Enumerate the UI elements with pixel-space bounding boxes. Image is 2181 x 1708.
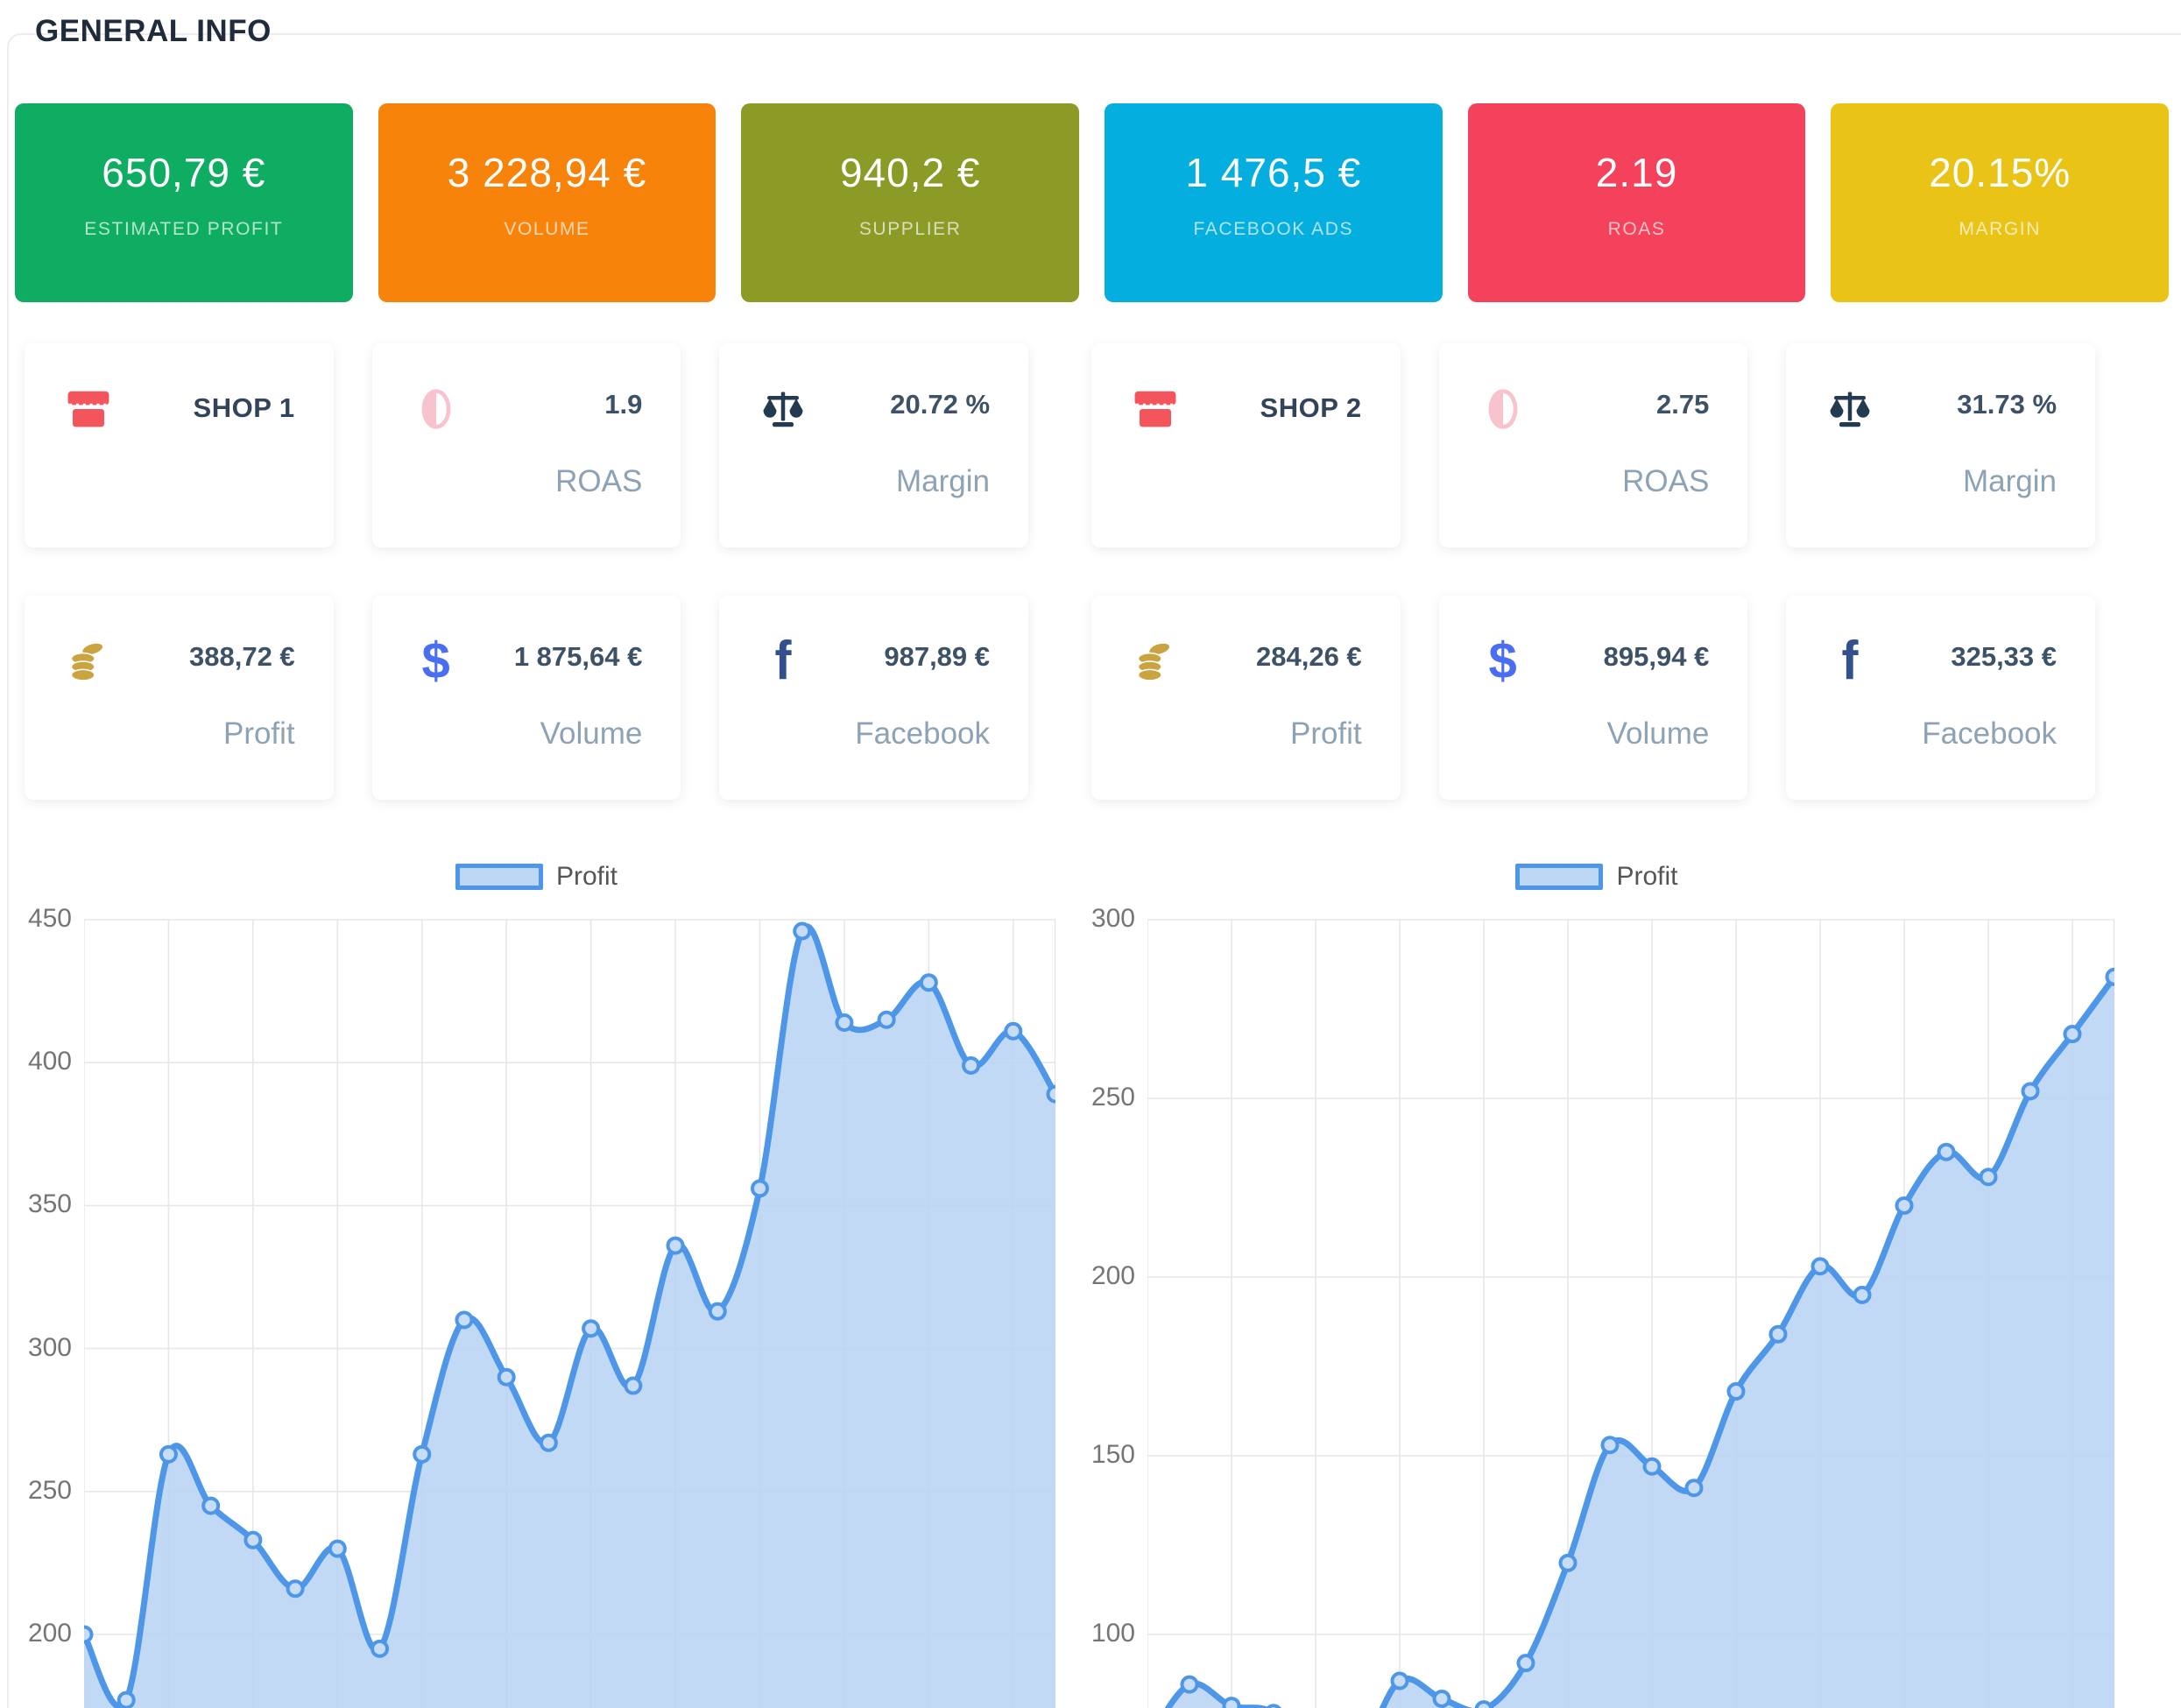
kpi-value: 20.15% (1929, 150, 2072, 195)
stat-value: 2.75 (1656, 389, 1710, 420)
shop2-profit-chart: Profit 300 250 200 150 100 (1079, 845, 2114, 1708)
balance-scale-icon (1828, 387, 1872, 431)
shop1-profit-chart: Profit 450 400 350 300 250 200 (18, 845, 1055, 1708)
legend-label: Profit (555, 862, 618, 891)
profit-area-series (84, 919, 1055, 1708)
kpi-label: FACEBOOK ADS (1193, 219, 1354, 239)
kpi-card-volume: 3 228,94 € VOLUME (378, 103, 716, 302)
shop2-margin-card: 31.73 % Margin (1786, 343, 2096, 547)
chart-canvas[interactable]: 450 400 350 300 250 200 (18, 904, 1055, 1708)
store-icon (1133, 387, 1177, 431)
stat-label: Facebook (855, 716, 991, 751)
profit-area-series (1147, 919, 2114, 1708)
kpi-label: SUPPLIER (858, 219, 962, 239)
y-axis-tick-label: 400 (27, 1047, 72, 1076)
kpi-card-facebook-ads: 1 476,5 € FACEBOOK ADS (1105, 103, 1443, 302)
shop2-details: 284,26 € Profit $ 895,94 € Volume f 325,… (1091, 596, 2096, 800)
y-axis-tick-label: 200 (27, 1619, 72, 1648)
shop2-volume-card: $ 895,94 € Volume (1438, 596, 1748, 800)
y-axis-tick-label: 350 (27, 1189, 72, 1219)
stat-value: 895,94 € (1603, 641, 1710, 672)
balance-scale-icon (761, 387, 805, 431)
half-circle-icon (414, 387, 458, 431)
coins-icon (67, 639, 110, 683)
kpi-value: 650,79 € (102, 150, 266, 195)
shop2-facebook-card: f 325,33 € Facebook (1786, 596, 2096, 800)
shop1-summary: SHOP 1 1.9 ROAS 20.72 % Margin (25, 343, 1029, 547)
dollar-icon: $ (1488, 632, 1517, 689)
kpi-label: ROAS (1607, 219, 1666, 239)
shop2-profit-card: 284,26 € Profit (1091, 596, 1401, 800)
kpi-value: 940,2 € (839, 150, 981, 195)
facebook-icon: f (774, 631, 792, 691)
shop1-roas-card: 1.9 ROAS (371, 343, 681, 547)
legend-swatch (1515, 864, 1604, 890)
y-axis-tick-label: 450 (27, 904, 72, 933)
dollar-icon: $ (421, 632, 450, 689)
shop-summary-row: SHOP 1 1.9 ROAS 20.72 % Margin SHOP 2 (25, 343, 2156, 547)
stat-value: 987,89 € (884, 641, 991, 672)
kpi-label: MARGIN (1959, 219, 2041, 239)
y-axis-tick-label: 300 (1090, 904, 1135, 933)
stat-label: ROAS (555, 464, 643, 498)
kpi-value: 3 228,94 € (447, 150, 647, 195)
kpi-card-estimated-profit: 650,79 € ESTIMATED PROFIT (15, 103, 353, 302)
stat-label: Profit (222, 716, 295, 751)
half-circle-icon (1481, 387, 1525, 431)
chart-canvas[interactable]: 300 250 200 150 100 (1079, 904, 2114, 1708)
stat-label: ROAS (1622, 464, 1710, 498)
chart-legend[interactable]: Profit (18, 856, 1055, 898)
y-axis-tick-label: 250 (1090, 1083, 1135, 1112)
stat-value: 325,33 € (1951, 641, 2057, 672)
stat-value: 1 875,64 € (513, 641, 643, 672)
shop-name: SHOP 2 (1260, 392, 1362, 423)
y-axis-tick-label: 100 (1090, 1619, 1135, 1648)
kpi-value: 2.19 (1595, 150, 1678, 195)
shop2-summary: SHOP 2 2.75 ROAS 31.73 % Margin (1091, 343, 2096, 547)
stat-label: Volume (1606, 716, 1710, 751)
shop-detail-row: 388,72 € Profit $ 1 875,64 € Volume f 98… (25, 596, 2156, 800)
page-title: GENERAL INFO (35, 14, 272, 48)
kpi-label: VOLUME (504, 219, 590, 239)
stat-value: 1.9 (604, 389, 643, 420)
shop1-margin-card: 20.72 % Margin (719, 343, 1029, 547)
stat-label: Profit (1289, 716, 1362, 751)
shop1-facebook-card: f 987,89 € Facebook (719, 596, 1029, 800)
kpi-card-supplier: 940,2 € SUPPLIER (741, 103, 1080, 302)
legend-swatch (455, 864, 543, 890)
shop2-name-card: SHOP 2 (1091, 343, 1401, 547)
stat-value: 388,72 € (189, 641, 295, 672)
kpi-label: ESTIMATED PROFIT (84, 219, 284, 239)
kpi-value: 1 476,5 € (1185, 150, 1362, 195)
chart-legend[interactable]: Profit (1079, 856, 2114, 898)
stat-value: 20.72 % (890, 389, 991, 420)
stat-label: Facebook (1922, 716, 2057, 751)
shop1-profit-card: 388,72 € Profit (25, 596, 334, 800)
coins-icon (1133, 639, 1177, 683)
shop1-volume-card: $ 1 875,64 € Volume (371, 596, 681, 800)
y-axis-tick-label: 250 (27, 1475, 72, 1505)
stat-value: 284,26 € (1256, 641, 1362, 672)
shop1-name-card: SHOP 1 (25, 343, 334, 547)
kpi-card-roas: 2.19 ROAS (1467, 103, 1806, 302)
y-axis-tick-label: 300 (27, 1332, 72, 1362)
stat-value: 31.73 % (1957, 389, 2057, 420)
stat-label: Margin (896, 464, 991, 498)
shop-name: SHOP 1 (193, 392, 295, 423)
stat-label: Margin (1963, 464, 2057, 498)
kpi-card-margin: 20.15% MARGIN (1831, 103, 2170, 302)
stat-label: Volume (540, 716, 643, 751)
shop1-details: 388,72 € Profit $ 1 875,64 € Volume f 98… (25, 596, 1029, 800)
y-axis-tick-label: 200 (1090, 1261, 1135, 1290)
store-icon (67, 387, 110, 431)
y-axis-tick-label: 150 (1090, 1440, 1135, 1469)
facebook-icon: f (1841, 631, 1859, 691)
kpi-card-row: 650,79 € ESTIMATED PROFIT 3 228,94 € VOL… (15, 103, 2170, 302)
shop2-roas-card: 2.75 ROAS (1438, 343, 1748, 547)
legend-label: Profit (1616, 862, 1678, 891)
